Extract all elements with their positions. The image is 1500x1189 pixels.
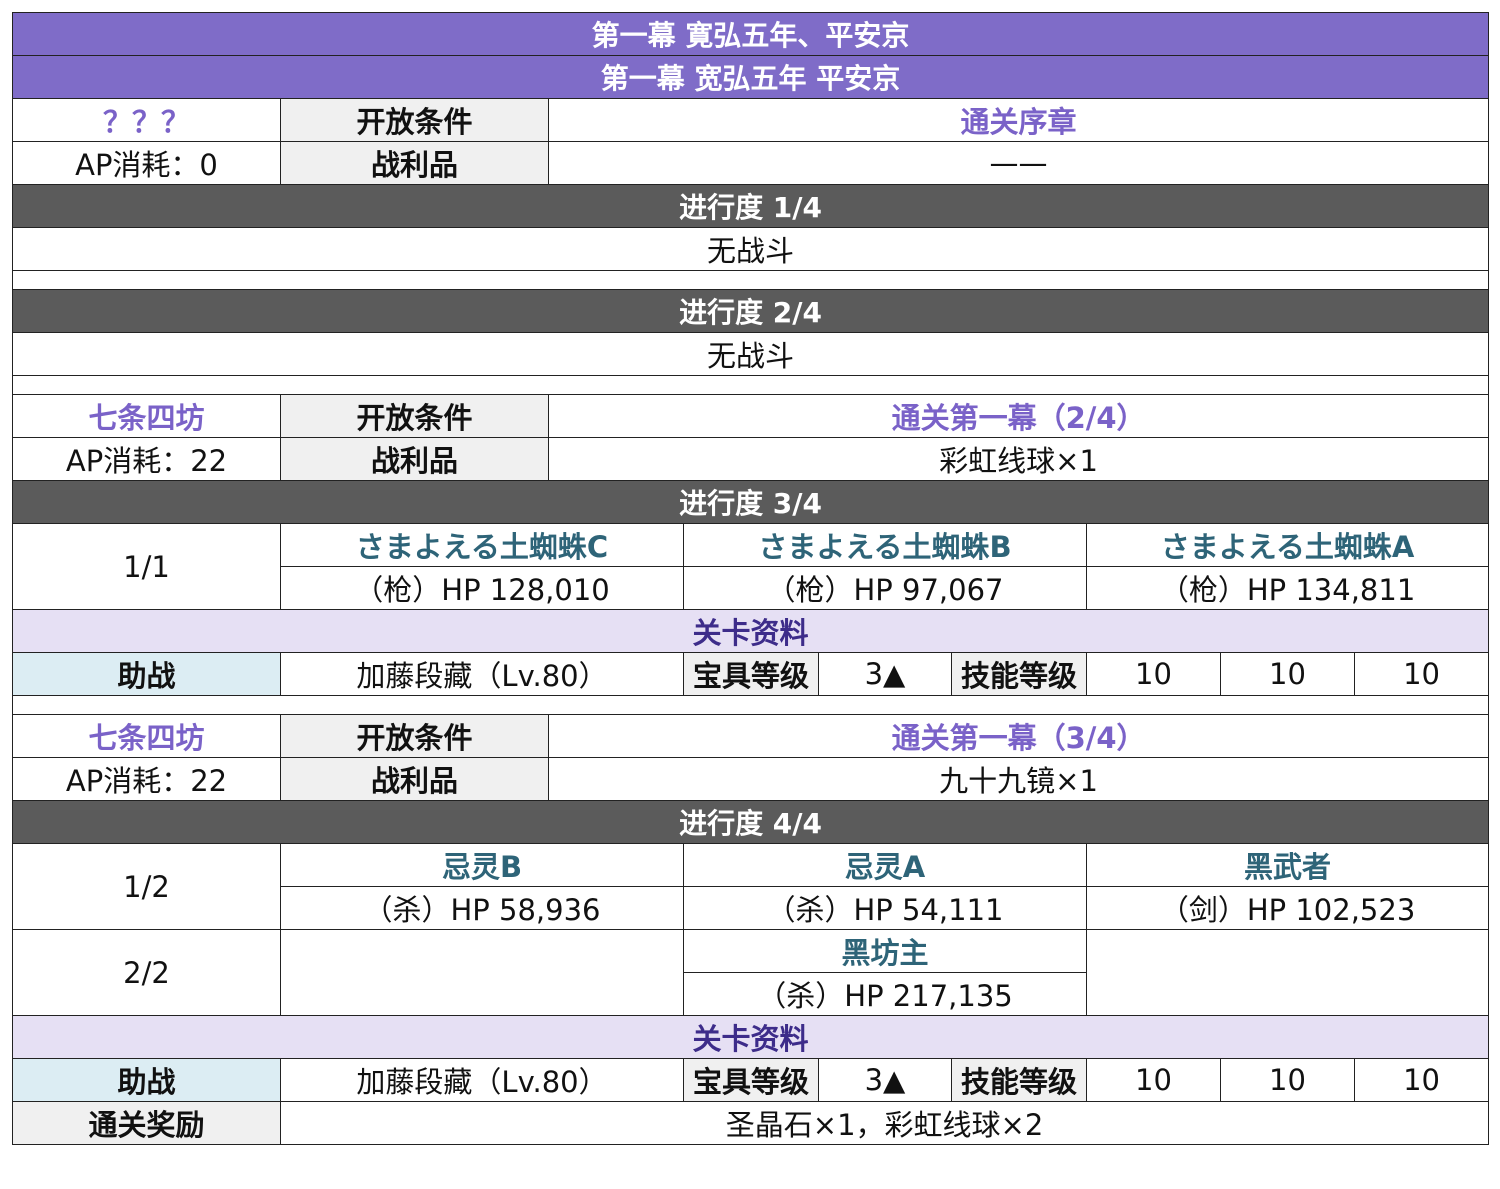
- enemy-hp: （杀）HP 54,111: [683, 886, 1087, 930]
- enemy-hp: （杀）HP 58,936: [280, 886, 684, 930]
- skill-level: 10: [1086, 1058, 1221, 1102]
- loot: 九十九镜×1: [547, 757, 1490, 801]
- loot: 彩虹线球×1: [547, 437, 1490, 481]
- progress-header: 进行度 2/4: [11, 289, 1490, 333]
- chapter-title-cn: 第一幕 宽弘五年 平安京: [11, 55, 1490, 99]
- open-condition-link[interactable]: 通关第一幕（2/4）: [547, 394, 1490, 438]
- wave-number: 1/1: [12, 523, 281, 610]
- loot-label: 战利品: [280, 437, 549, 481]
- spacer: [11, 375, 1490, 395]
- enemy-name-link[interactable]: 黑武者: [1085, 843, 1490, 887]
- enemy-name-link[interactable]: さまよえる土蜘蛛A: [1085, 523, 1490, 567]
- loot-label: 战利品: [280, 141, 549, 185]
- enemy-name-link[interactable]: 忌灵A: [683, 843, 1087, 887]
- no-battle: 无战斗: [11, 227, 1490, 271]
- enemy-hp: （剑）HP 102,523: [1085, 886, 1490, 930]
- progress-header: 进行度 3/4: [11, 480, 1490, 524]
- ap-cost: AP消耗：0: [12, 141, 281, 185]
- quest-table: 第一幕 寛弘五年、平安京 第一幕 宽弘五年 平安京 ？？？ 开放条件 通关序章 AP…: [11, 12, 1490, 1145]
- boss-name-link[interactable]: 黑坊主: [683, 929, 1087, 973]
- skill-label: 技能等级: [951, 652, 1087, 696]
- empty-cell: [1085, 929, 1490, 1016]
- support-label: 助战: [12, 1058, 281, 1102]
- skill-level: 10: [1220, 652, 1355, 696]
- ap-cost: AP消耗：22: [12, 757, 281, 801]
- enemy-hp: （枪）HP 128,010: [280, 566, 684, 610]
- quest-info-header: 关卡资料: [11, 609, 1490, 653]
- support-servant: 加藤段藏（Lv.80）: [280, 652, 684, 696]
- wave-number: 2/2: [12, 929, 281, 1016]
- quest-name-link[interactable]: 七条四坊: [12, 394, 281, 438]
- np-label: 宝具等级: [683, 652, 819, 696]
- enemy-name-link[interactable]: 忌灵B: [280, 843, 684, 887]
- no-battle: 无战斗: [11, 332, 1490, 376]
- open-condition-link[interactable]: 通关第一幕（3/4）: [547, 714, 1490, 758]
- skill-level: 10: [1353, 652, 1490, 696]
- loot-label: 战利品: [280, 757, 549, 801]
- clear-reward: 圣晶石×1，彩虹线球×2: [279, 1101, 1490, 1145]
- progress-header: 进行度 1/4: [11, 184, 1490, 228]
- spacer: [11, 695, 1490, 715]
- enemy-name-link[interactable]: さまよえる土蜘蛛C: [280, 523, 684, 567]
- support-label: 助战: [12, 652, 281, 696]
- skill-level: 10: [1353, 1058, 1490, 1102]
- enemy-name-link[interactable]: さまよえる土蜘蛛B: [683, 523, 1087, 567]
- skill-level: 10: [1086, 652, 1221, 696]
- open-condition-label: 开放条件: [280, 714, 549, 758]
- chapter-title-jp: 第一幕 寛弘五年、平安京: [11, 12, 1490, 56]
- skill-level: 10: [1220, 1058, 1355, 1102]
- spacer: [11, 270, 1490, 290]
- boss-hp: （杀）HP 217,135: [683, 972, 1087, 1016]
- quest-name: ？？？: [12, 98, 281, 142]
- ap-cost: AP消耗：22: [12, 437, 281, 481]
- support-servant: 加藤段藏（Lv.80）: [280, 1058, 684, 1102]
- open-condition-label: 开放条件: [280, 98, 549, 142]
- loot: ——: [547, 141, 1490, 185]
- empty-cell: [280, 929, 684, 1016]
- enemy-hp: （枪）HP 134,811: [1085, 566, 1490, 610]
- quest-name-link[interactable]: 七条四坊: [12, 714, 281, 758]
- reward-label: 通关奖励: [12, 1101, 281, 1145]
- progress-header: 进行度 4/4: [11, 800, 1490, 844]
- np-label: 宝具等级: [683, 1058, 819, 1102]
- enemy-hp: （枪）HP 97,067: [683, 566, 1087, 610]
- open-condition-label: 开放条件: [280, 394, 549, 438]
- skill-label: 技能等级: [951, 1058, 1087, 1102]
- open-condition-link[interactable]: 通关序章: [547, 98, 1490, 142]
- quest-info-header: 关卡资料: [11, 1015, 1490, 1059]
- np-level: 3▲: [818, 1058, 952, 1102]
- np-level: 3▲: [818, 652, 952, 696]
- wave-number: 1/2: [12, 843, 281, 930]
